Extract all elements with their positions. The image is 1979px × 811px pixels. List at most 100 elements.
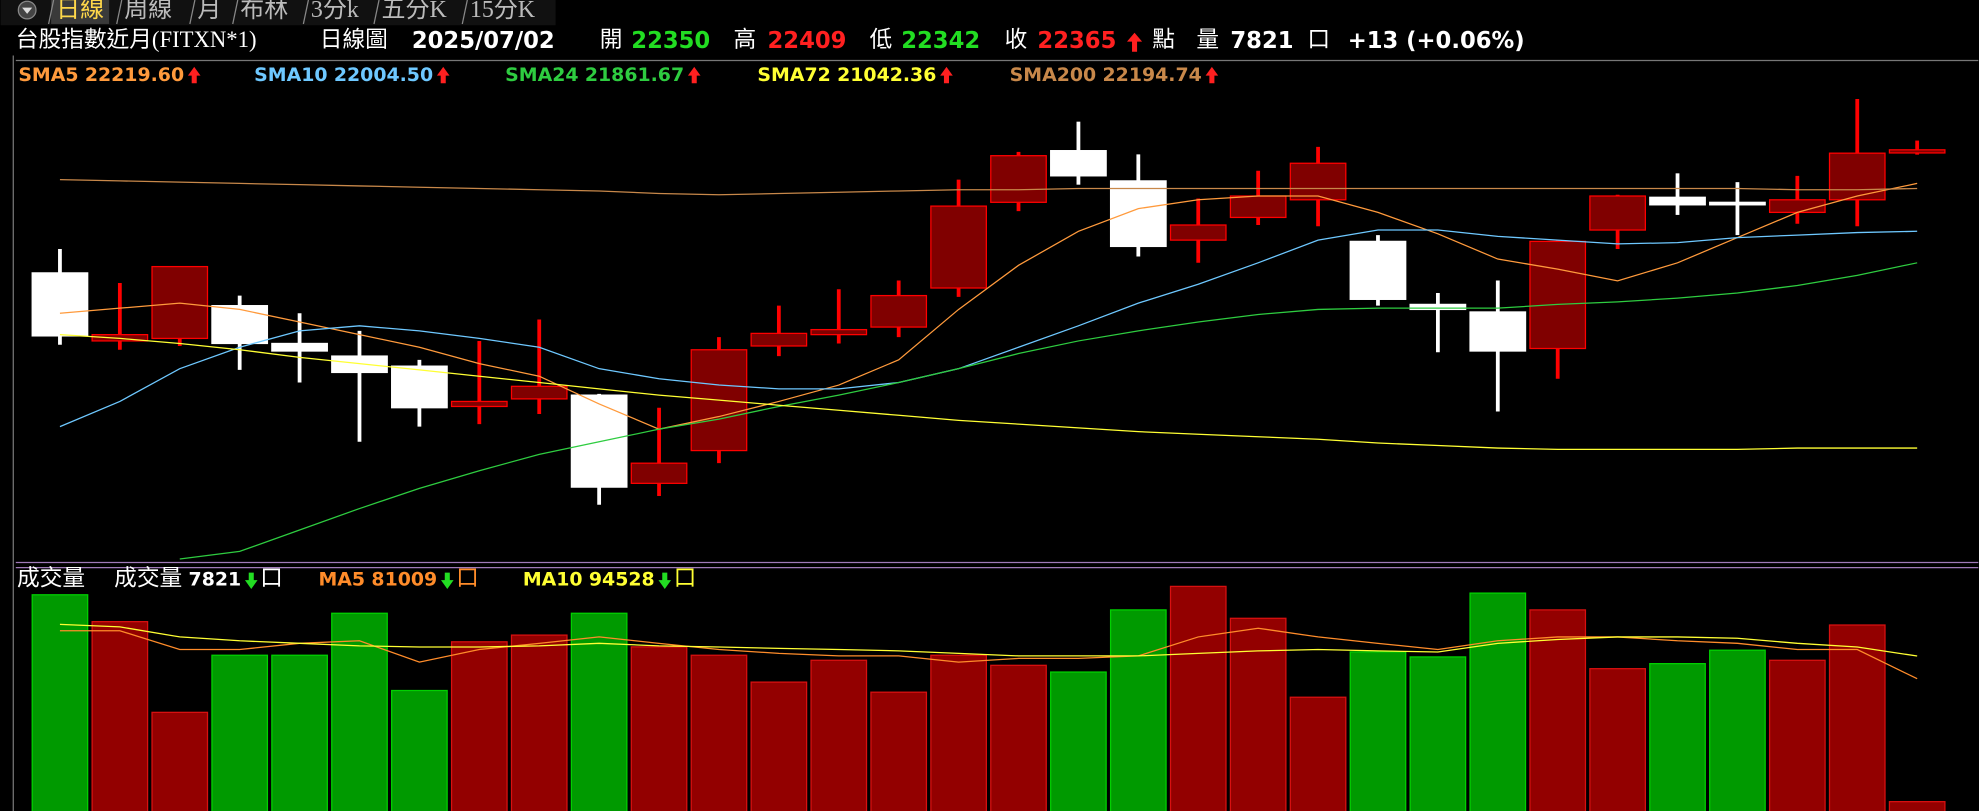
sma-legend-value: 21042.36 [837, 64, 936, 86]
down-arrow [440, 572, 454, 590]
tab-separator [302, 0, 310, 25]
volume-bar [810, 659, 868, 811]
volume-ma-line [59, 623, 1918, 657]
volume-legend-value: 7821 [189, 569, 242, 591]
tab-separator [461, 0, 468, 25]
volume-bar [510, 634, 568, 811]
tab-separator [116, 0, 123, 25]
up-arrow [687, 66, 701, 84]
volume-ma-legend-name: MA10 [523, 569, 583, 591]
sma-legend-name: SMA5 [18, 64, 78, 86]
candle-body [1289, 162, 1347, 201]
dropdown-icon [22, 7, 33, 14]
candle-body [1050, 150, 1107, 177]
volume-bar [1289, 696, 1347, 811]
down-arrow [244, 572, 258, 590]
candle-body [1589, 195, 1646, 231]
candle-body [1828, 152, 1886, 201]
candle-body [1169, 224, 1227, 241]
tab[interactable]: 五分K [382, 0, 448, 23]
up-arrow [1205, 66, 1219, 84]
candle-body [1529, 240, 1587, 350]
volume-legend-unit: 口 [260, 565, 283, 590]
close-value: 22365 [1037, 28, 1116, 54]
volume-bar [570, 612, 628, 811]
volume-label: 量 [1196, 27, 1219, 52]
volume-bar [930, 654, 987, 811]
volume-bar [1169, 585, 1227, 811]
volume-bar [1589, 668, 1646, 811]
up-arrow [940, 66, 953, 84]
sma-legend-name: SMA24 [505, 64, 578, 86]
sma-line [59, 334, 1918, 450]
volume-bar [1409, 656, 1467, 811]
volume-bar [1229, 617, 1287, 811]
volume-bar [870, 691, 928, 811]
tab[interactable]: 布林 [240, 0, 288, 23]
sma-line [59, 182, 1918, 430]
tab[interactable]: 日線 [56, 0, 104, 23]
tab[interactable]: 15分K [470, 0, 536, 23]
candle-body [750, 332, 808, 347]
candle-body [450, 400, 508, 408]
date: 2025/07/02 [412, 28, 555, 54]
volume-ma-legend-value: 81009 [371, 569, 437, 591]
candle-body [1709, 201, 1766, 206]
volume-bar [450, 641, 508, 811]
candle-body [870, 294, 928, 328]
volume-value: 7821 [1230, 28, 1293, 54]
volume-unit: 口 [1307, 27, 1330, 52]
sma-legend-name: SMA10 [254, 64, 327, 86]
volume-bar [1109, 609, 1167, 811]
legends: SMA5 22219.60 SMA10 22004.50 SMA24 21861.67 SM… [17, 64, 1219, 591]
volume-bar [211, 654, 269, 811]
volume-bar [630, 646, 688, 811]
low-value: 22342 [901, 28, 980, 54]
sma-legend-value: 22004.50 [334, 64, 433, 86]
volume-ma-legend-unit: 口 [456, 565, 479, 590]
candle-body [1768, 199, 1826, 214]
sma-line [59, 179, 1918, 196]
candle-body [1409, 303, 1467, 311]
candle-body [211, 305, 269, 345]
volume-bar [1709, 649, 1766, 811]
volume-bar [990, 664, 1047, 811]
volume-ma-legend-value: 94528 [589, 569, 655, 591]
high-label: 高 [733, 27, 756, 52]
volume-bar [151, 711, 209, 811]
candle-body [391, 365, 448, 409]
candle-body [1469, 311, 1527, 352]
candle-body [510, 385, 568, 400]
low-label: 低 [870, 27, 893, 52]
volume-bar [31, 594, 89, 811]
close-label: 收 [1005, 27, 1028, 52]
tab-separator [373, 0, 380, 25]
volume-ma-legend-unit: 口 [674, 565, 697, 590]
candle-body [930, 205, 987, 289]
volume-bar [1828, 624, 1886, 811]
tab[interactable]: 3分k [311, 0, 359, 23]
tab[interactable]: 月 [197, 0, 221, 23]
sma-legend-value: 22219.60 [85, 64, 184, 86]
volume-bar [331, 612, 388, 811]
sma-legend-name: SMA200 [1010, 64, 1097, 86]
unit: 點 [1152, 27, 1175, 52]
candle-body [630, 462, 688, 484]
volume-bar [750, 681, 808, 811]
candle-body [810, 328, 868, 336]
volume-pane-title: 成交量 [17, 565, 85, 590]
volume-bar [91, 621, 149, 811]
tab[interactable]: 周線 [124, 0, 172, 23]
volume-bar [1349, 651, 1407, 811]
volume-bar [1469, 592, 1527, 811]
volume-bar [1888, 801, 1946, 811]
sma-legend-value: 21861.67 [585, 64, 684, 86]
candle-body [1349, 240, 1407, 300]
volume-bar [1050, 671, 1107, 811]
volume-bar [690, 654, 748, 811]
tab-separator [232, 0, 239, 25]
up-arrow [187, 66, 201, 84]
